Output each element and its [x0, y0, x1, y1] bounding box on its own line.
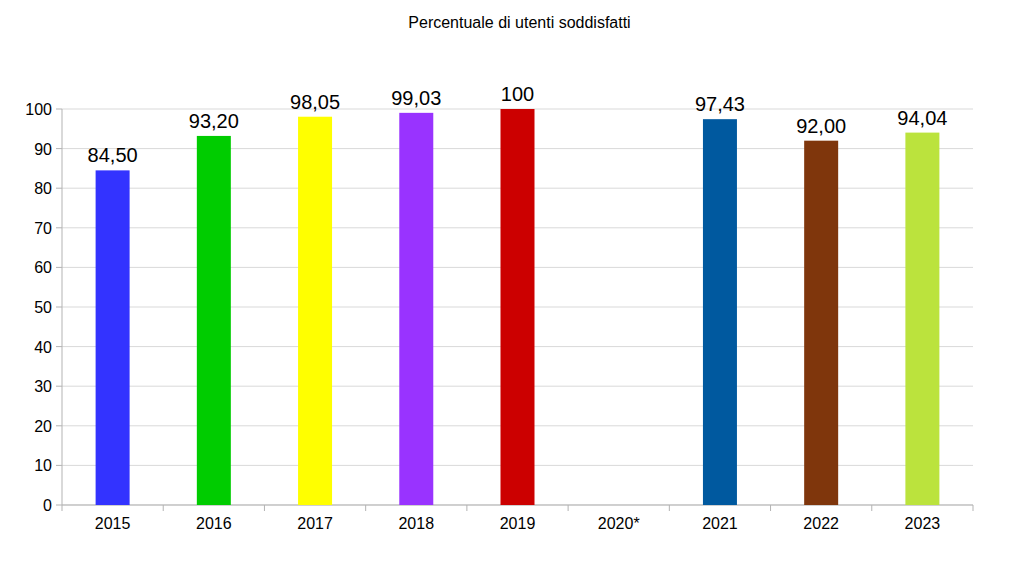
- y-tick: [56, 346, 62, 347]
- bar: [298, 117, 332, 505]
- y-tick-label: 60: [34, 259, 52, 276]
- bar: [96, 170, 130, 505]
- y-tick: [56, 465, 62, 466]
- data-label: 99,03: [391, 87, 441, 109]
- y-tick: [56, 505, 62, 506]
- x-tick-label: 2020*: [598, 515, 640, 532]
- x-tick-label: 2022: [803, 515, 839, 532]
- x-tick: [365, 505, 366, 511]
- chart-container: Percentuale di utenti soddisfatti 0 10 20 30…: [0, 0, 1009, 568]
- x-tick-label: 2023: [905, 515, 941, 532]
- bar: [399, 113, 433, 505]
- y-tick: [56, 148, 62, 149]
- y-tick-label: 20: [34, 418, 52, 435]
- data-label: 92,00: [796, 115, 846, 137]
- y-tick-label: 70: [34, 220, 52, 237]
- chart-svg: Percentuale di utenti soddisfatti 0 10 20 30…: [0, 0, 1009, 568]
- bar: [905, 133, 939, 505]
- x-tick-label: 2018: [398, 515, 434, 532]
- x-tick: [62, 505, 63, 511]
- x-tick: [871, 505, 872, 511]
- data-label: 93,20: [189, 110, 239, 132]
- data-label: 98,05: [290, 91, 340, 113]
- y-tick: [56, 109, 62, 110]
- grid: [62, 109, 973, 505]
- data-label: 94,04: [897, 107, 947, 129]
- bars: [96, 109, 940, 505]
- x-tick: [568, 505, 569, 511]
- y-tick: [56, 227, 62, 228]
- bar: [501, 109, 535, 505]
- y-tick-label: 50: [34, 299, 52, 316]
- y-tick-label: 10: [34, 457, 52, 474]
- bar: [804, 141, 838, 505]
- y-tick-label: 40: [34, 339, 52, 356]
- y-axis: [62, 109, 63, 505]
- x-tick-label: 2017: [297, 515, 333, 532]
- y-tick-label: 30: [34, 378, 52, 395]
- y-tick: [56, 307, 62, 308]
- data-label: 84,50: [88, 144, 138, 166]
- y-tick-label: 90: [34, 141, 52, 158]
- y-tick-label: 80: [34, 180, 52, 197]
- x-tick: [163, 505, 164, 511]
- x-tick-label: 2019: [500, 515, 536, 532]
- x-tick: [466, 505, 467, 511]
- x-tick-label: 2021: [702, 515, 738, 532]
- y-tick-label: 0: [43, 497, 52, 514]
- bar: [703, 119, 737, 505]
- data-label: 97,43: [695, 93, 745, 115]
- x-tick: [264, 505, 265, 511]
- y-tick: [56, 267, 62, 268]
- data-label: 100: [501, 83, 534, 105]
- chart-title: Percentuale di utenti soddisfatti: [408, 14, 630, 31]
- y-tick: [56, 188, 62, 189]
- x-tick: [973, 505, 974, 511]
- x-tick: [669, 505, 670, 511]
- y-tick-label: 100: [25, 101, 52, 118]
- y-tick: [56, 425, 62, 426]
- y-tick: [56, 386, 62, 387]
- bar: [197, 136, 231, 505]
- x-tick-label: 2016: [196, 515, 232, 532]
- x-tick-label: 2015: [95, 515, 131, 532]
- x-tick: [770, 505, 771, 511]
